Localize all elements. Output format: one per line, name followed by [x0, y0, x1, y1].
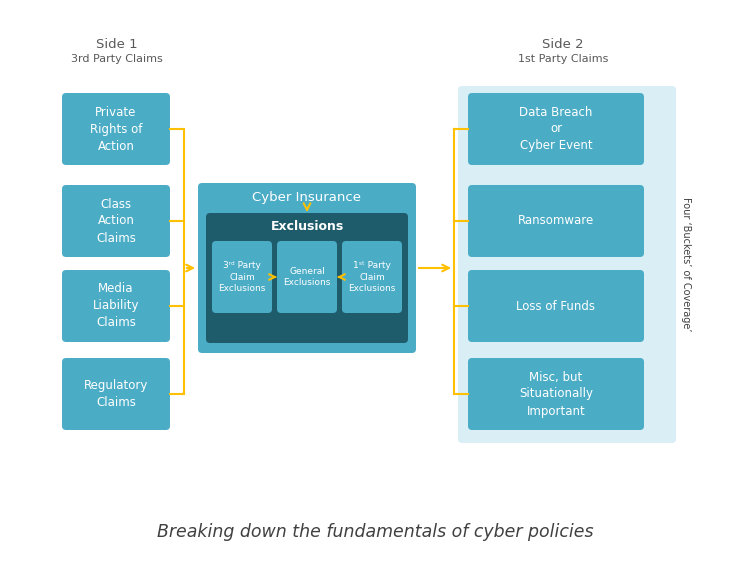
Text: General
Exclusions: General Exclusions	[284, 267, 331, 287]
Text: Loss of Funds: Loss of Funds	[517, 300, 596, 312]
Text: Side 1: Side 1	[96, 38, 138, 52]
Text: 3rd Party Claims: 3rd Party Claims	[71, 54, 163, 64]
Text: 3ʳᵈ Party
Claim
Exclusions: 3ʳᵈ Party Claim Exclusions	[218, 261, 266, 293]
Text: 1ˢᵗ Party
Claim
Exclusions: 1ˢᵗ Party Claim Exclusions	[348, 261, 396, 293]
Text: Private
Rights of
Action: Private Rights of Action	[90, 106, 142, 153]
Text: Ransomware: Ransomware	[518, 215, 594, 227]
FancyBboxPatch shape	[212, 241, 272, 313]
FancyBboxPatch shape	[468, 185, 644, 257]
Text: Misc, but
Situationally
Important: Misc, but Situationally Important	[519, 370, 593, 417]
FancyBboxPatch shape	[468, 93, 644, 165]
Text: Side 2: Side 2	[542, 38, 584, 52]
FancyBboxPatch shape	[468, 358, 644, 430]
FancyBboxPatch shape	[458, 86, 676, 443]
FancyBboxPatch shape	[62, 93, 170, 165]
FancyBboxPatch shape	[468, 270, 644, 342]
FancyBboxPatch shape	[342, 241, 402, 313]
FancyBboxPatch shape	[206, 213, 408, 343]
Text: Cyber Insurance: Cyber Insurance	[253, 191, 362, 204]
Text: Exclusions: Exclusions	[270, 220, 344, 234]
Text: Data Breach
or
Cyber Event: Data Breach or Cyber Event	[519, 106, 593, 153]
FancyBboxPatch shape	[277, 241, 337, 313]
FancyBboxPatch shape	[62, 358, 170, 430]
Text: Class
Action
Claims: Class Action Claims	[96, 197, 136, 245]
Text: Four ‘Buckets’ of Coverage’: Four ‘Buckets’ of Coverage’	[681, 197, 691, 332]
Text: 1st Party Claims: 1st Party Claims	[518, 54, 608, 64]
FancyBboxPatch shape	[62, 185, 170, 257]
FancyBboxPatch shape	[198, 183, 416, 353]
Text: Media
Liability
Claims: Media Liability Claims	[93, 282, 140, 329]
FancyBboxPatch shape	[62, 270, 170, 342]
Text: Breaking down the fundamentals of cyber policies: Breaking down the fundamentals of cyber …	[157, 523, 593, 541]
Text: Regulatory
Claims: Regulatory Claims	[84, 379, 148, 409]
